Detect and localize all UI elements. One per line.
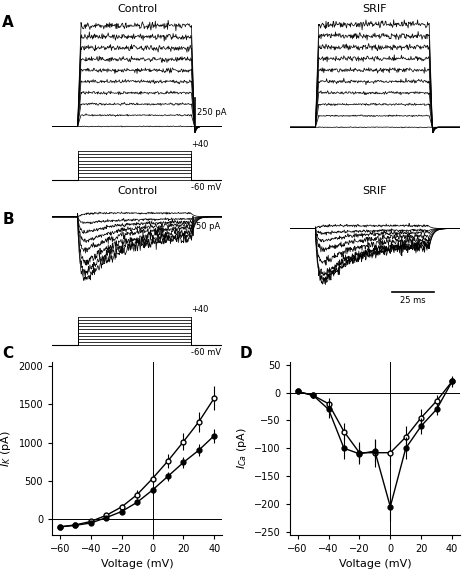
Title: SRIF: SRIF bbox=[363, 3, 387, 14]
Text: 250 pA: 250 pA bbox=[197, 108, 227, 117]
Text: B: B bbox=[2, 212, 14, 227]
Text: -60 mV: -60 mV bbox=[191, 182, 221, 192]
Y-axis label: $I_{Ca}$ (pA): $I_{Ca}$ (pA) bbox=[235, 428, 248, 469]
Text: D: D bbox=[239, 346, 252, 361]
Text: A: A bbox=[2, 15, 14, 30]
X-axis label: Voltage (mV): Voltage (mV) bbox=[101, 559, 173, 569]
Y-axis label: $I_K$ (pA): $I_K$ (pA) bbox=[0, 430, 13, 467]
Text: C: C bbox=[2, 346, 13, 361]
Text: +40: +40 bbox=[191, 305, 209, 314]
Text: 50 pA: 50 pA bbox=[196, 221, 220, 231]
X-axis label: Voltage (mV): Voltage (mV) bbox=[338, 559, 411, 569]
Title: SRIF: SRIF bbox=[363, 185, 387, 196]
Title: Control: Control bbox=[117, 3, 157, 14]
Text: +40: +40 bbox=[191, 139, 209, 149]
Text: -60 mV: -60 mV bbox=[191, 348, 221, 357]
Title: Control: Control bbox=[117, 185, 157, 196]
Text: 25 ms: 25 ms bbox=[400, 296, 426, 305]
